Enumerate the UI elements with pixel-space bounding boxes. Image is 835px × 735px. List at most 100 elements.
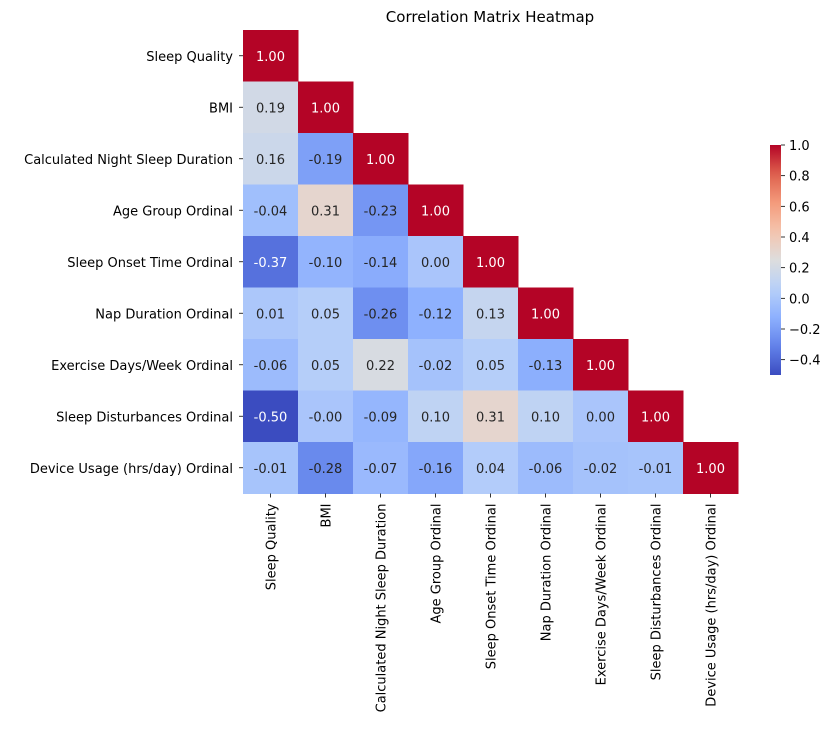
cell-value-label: -0.07 — [364, 462, 398, 477]
heatmap-cell — [463, 287, 519, 340]
x-tick-label: Age Group Ordinal — [430, 504, 445, 624]
cell-value-label: 0.10 — [421, 410, 450, 425]
cell-value-label: 0.16 — [256, 153, 285, 168]
heatmap-cell — [463, 339, 519, 391]
heatmap-cell — [408, 339, 464, 391]
cell-value-label: -0.02 — [419, 359, 453, 374]
heatmap-cell — [463, 442, 519, 494]
x-tick-label: Sleep Onset Time Ordinal — [485, 504, 500, 670]
colorbar-tick-label: 1.0 — [789, 139, 810, 154]
colorbar-tick-label: 0.6 — [789, 200, 810, 215]
cell-value-label: -0.01 — [254, 462, 288, 477]
heatmap-cell — [243, 133, 299, 185]
heatmap-cell — [518, 339, 574, 391]
heatmap-cell — [518, 442, 574, 494]
cell-value-label: 1.00 — [476, 256, 505, 271]
cell-value-label: -0.16 — [419, 462, 453, 477]
colorbar-tick-label: 0.4 — [789, 231, 810, 246]
x-tick-label: Sleep Disturbances Ordinal — [650, 504, 665, 681]
x-axis-tick-labels: Sleep Quality BMI Calculated Night Sleep D… — [265, 493, 720, 713]
heatmap-cells: 1.00 0.19 1.00 0.16 -0.19 1.00 -0.04 0.31 -0.23 1… — [243, 30, 739, 494]
cell-value-label: 1.00 — [311, 101, 340, 116]
y-axis-tick-labels: Sleep Quality BMI Calculated Night Sleep D… — [24, 50, 243, 477]
y-tick-label: Age Group Ordinal — [113, 204, 233, 219]
x-tick-label: Device Usage (hrs/day) Ordinal — [705, 504, 720, 707]
heatmap-cell — [408, 184, 464, 237]
cell-value-label: 1.00 — [696, 462, 725, 477]
heatmap-cell — [573, 339, 629, 391]
chart-title: Correlation Matrix Heatmap — [386, 8, 594, 26]
cell-value-label: 0.22 — [366, 359, 395, 374]
heatmap-cell — [353, 287, 409, 340]
cell-value-label: -0.28 — [309, 462, 343, 477]
cell-value-label: -0.19 — [309, 153, 343, 168]
heatmap-cell — [243, 184, 299, 237]
colorbar-tick-label: −0.2 — [789, 323, 821, 338]
cell-value-label: -0.14 — [364, 256, 398, 271]
colorbar: −0.4 −0.2 0.0 0.2 0.4 0.6 0.8 1.0 — [770, 139, 821, 375]
cell-value-label: 1.00 — [256, 50, 285, 65]
cell-value-label: -0.06 — [254, 359, 288, 374]
x-tick-label: BMI — [320, 504, 335, 528]
heatmap-cell — [298, 236, 354, 288]
heatmap-cell — [243, 236, 299, 288]
heatmap-cell — [298, 287, 354, 340]
cell-value-label: -0.02 — [584, 462, 618, 477]
heatmap-cell — [353, 390, 409, 443]
heatmap-cell — [683, 442, 739, 494]
heatmap-cell — [298, 184, 354, 237]
cell-value-label: 1.00 — [421, 204, 450, 219]
heatmap-cell — [243, 287, 299, 340]
cell-value-label: -0.37 — [254, 256, 288, 271]
heatmap-cell — [408, 442, 464, 494]
cell-value-label: -0.50 — [254, 410, 288, 425]
heatmap-cell — [573, 390, 629, 443]
cell-value-label: 0.31 — [476, 410, 505, 425]
heatmap-cell — [298, 339, 354, 391]
heatmap-cell — [298, 81, 354, 134]
cell-value-label: 1.00 — [366, 153, 395, 168]
cell-value-label: 0.19 — [256, 101, 285, 116]
heatmap-cell — [408, 390, 464, 443]
cell-value-label: 1.00 — [531, 307, 560, 322]
cell-value-label: 0.05 — [311, 359, 340, 374]
y-tick-label: Sleep Quality — [146, 50, 233, 65]
cell-value-label: -0.04 — [254, 204, 288, 219]
cell-value-label: 0.05 — [311, 307, 340, 322]
cell-value-label: 0.01 — [256, 307, 285, 322]
heatmap-cell — [408, 236, 464, 288]
heatmap-cell — [353, 442, 409, 494]
cell-value-label: -0.06 — [529, 462, 563, 477]
y-tick-label: Device Usage (hrs/day) Ordinal — [30, 462, 233, 477]
cell-value-label: -0.01 — [639, 462, 673, 477]
heatmap-cell — [243, 81, 299, 134]
colorbar-tick-label: −0.4 — [789, 354, 821, 369]
heatmap-cell — [463, 390, 519, 443]
cell-value-label: -0.09 — [364, 410, 398, 425]
x-tick-label: Calculated Night Sleep Duration — [375, 504, 390, 713]
cell-value-label: 0.05 — [476, 359, 505, 374]
cell-value-label: 0.00 — [421, 256, 450, 271]
heatmap-cell — [353, 236, 409, 288]
heatmap-cell — [243, 442, 299, 494]
heatmap-cell — [298, 442, 354, 494]
y-tick-label: Exercise Days/Week Ordinal — [51, 359, 233, 374]
heatmap-cell — [298, 390, 354, 443]
heatmap-cell — [518, 390, 574, 443]
heatmap-cell — [628, 390, 684, 443]
heatmap-cell — [628, 442, 684, 494]
colorbar-gradient — [770, 145, 781, 375]
heatmap-cell — [353, 339, 409, 391]
cell-value-label: -0.00 — [309, 410, 343, 425]
cell-value-label: 0.31 — [311, 204, 340, 219]
heatmap-cell — [243, 30, 299, 82]
heatmap-cell — [353, 133, 409, 185]
heatmap-cell — [518, 287, 574, 340]
y-tick-label: Nap Duration Ordinal — [95, 307, 233, 322]
colorbar-tick-label: 0.0 — [789, 292, 810, 307]
heatmap-cell — [243, 390, 299, 443]
y-tick-label: Sleep Disturbances Ordinal — [56, 410, 233, 425]
cell-value-label: -0.12 — [419, 307, 453, 322]
cell-value-label: 0.13 — [476, 307, 505, 322]
